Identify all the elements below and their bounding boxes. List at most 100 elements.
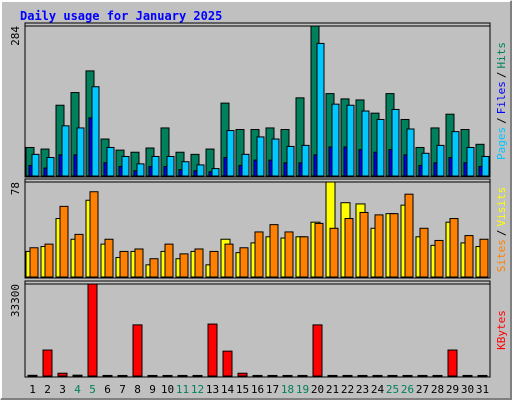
- bar: [387, 374, 398, 377]
- bar: [132, 324, 143, 377]
- bar: [57, 372, 68, 377]
- bar: [359, 211, 369, 278]
- bar: [282, 374, 293, 377]
- bar: [207, 323, 218, 377]
- bar: [241, 153, 250, 177]
- bar: [254, 231, 264, 278]
- bar: [74, 233, 84, 278]
- x-tick-label: 9: [149, 383, 156, 396]
- bar: [316, 42, 325, 177]
- x-tick-label: 21: [326, 383, 339, 396]
- x-tick-label: 29: [446, 383, 459, 396]
- bar: [87, 283, 98, 377]
- plot-area: [24, 280, 491, 378]
- y-tick-label: 33300: [9, 284, 22, 317]
- bar: [196, 164, 205, 177]
- bar: [252, 374, 263, 377]
- x-tick-label: 31: [476, 383, 489, 396]
- bar: [256, 136, 265, 177]
- bar: [162, 374, 173, 377]
- bar: [404, 193, 414, 278]
- bar: [119, 250, 129, 278]
- legend: Sites / Visits: [495, 187, 508, 273]
- legend-entry: Visits: [495, 187, 508, 227]
- bar: [239, 247, 249, 278]
- x-tick-label: 19: [296, 383, 309, 396]
- bar: [329, 227, 339, 278]
- bar: [269, 224, 279, 278]
- bar: [121, 155, 130, 177]
- x-tick-label: 22: [341, 383, 354, 396]
- bar: [267, 374, 278, 377]
- legend-entry: KBytes: [495, 310, 508, 350]
- bar: [181, 161, 190, 177]
- legend-separator: /: [495, 230, 508, 237]
- bar: [372, 374, 383, 377]
- bar: [479, 238, 489, 278]
- bar: [46, 157, 55, 177]
- bar: [102, 374, 113, 377]
- y-tick-label: 284: [9, 26, 22, 46]
- bar: [226, 130, 235, 177]
- legend-entry: Pages: [495, 127, 508, 160]
- bar: [29, 247, 39, 278]
- x-tick-label: 8: [134, 383, 141, 396]
- x-tick-label: 11: [176, 383, 189, 396]
- bar: [406, 128, 415, 177]
- x-tick-label: 13: [206, 383, 219, 396]
- bar: [314, 222, 324, 278]
- bar: [389, 213, 399, 278]
- bar: [419, 227, 429, 278]
- x-tick-label: 26: [401, 383, 414, 396]
- bar: [462, 374, 473, 377]
- bar: [76, 127, 85, 177]
- x-tick-label: 30: [461, 383, 474, 396]
- bar: [237, 372, 248, 377]
- x-tick-label: 16: [251, 383, 264, 396]
- bar: [344, 218, 354, 278]
- bar: [464, 235, 474, 278]
- bar: [179, 253, 189, 278]
- bar: [432, 374, 443, 377]
- bar: [211, 168, 220, 177]
- bar: [376, 118, 385, 177]
- bar: [149, 258, 159, 278]
- x-tick-label: 17: [266, 383, 279, 396]
- bar: [421, 152, 430, 177]
- bar: [331, 103, 340, 177]
- bar: [312, 324, 323, 377]
- x-tick-label: 6: [104, 383, 111, 396]
- x-tick-label: 20: [311, 383, 324, 396]
- bar: [222, 350, 233, 377]
- bar: [134, 248, 144, 278]
- y-tick-label: 78: [9, 182, 22, 195]
- bar: [451, 131, 460, 177]
- bar: [466, 146, 475, 177]
- bar: [301, 144, 310, 177]
- bar: [271, 138, 280, 177]
- bar: [42, 349, 53, 377]
- bar: [327, 374, 338, 377]
- x-tick-label: 12: [191, 383, 204, 396]
- legend-entry: Files: [495, 81, 508, 114]
- legend-entry: Hits: [495, 42, 508, 69]
- bar: [449, 218, 459, 278]
- x-tick-label: 4: [74, 383, 81, 396]
- bar: [27, 374, 38, 377]
- bar: [89, 191, 99, 278]
- bar: [166, 155, 175, 177]
- bar: [286, 145, 295, 177]
- x-tick-label: 24: [371, 383, 385, 396]
- bar: [284, 231, 294, 278]
- bar: [147, 374, 158, 377]
- legend: KBytes: [495, 310, 508, 350]
- x-tick-label: 5: [89, 383, 96, 396]
- bar: [361, 110, 370, 177]
- x-tick-label: 1: [29, 383, 36, 396]
- bar: [72, 374, 83, 377]
- legend-separator: /: [495, 72, 508, 79]
- legend-separator: /: [495, 117, 508, 124]
- bar: [417, 374, 428, 377]
- bar: [224, 243, 234, 278]
- bar: [44, 243, 54, 278]
